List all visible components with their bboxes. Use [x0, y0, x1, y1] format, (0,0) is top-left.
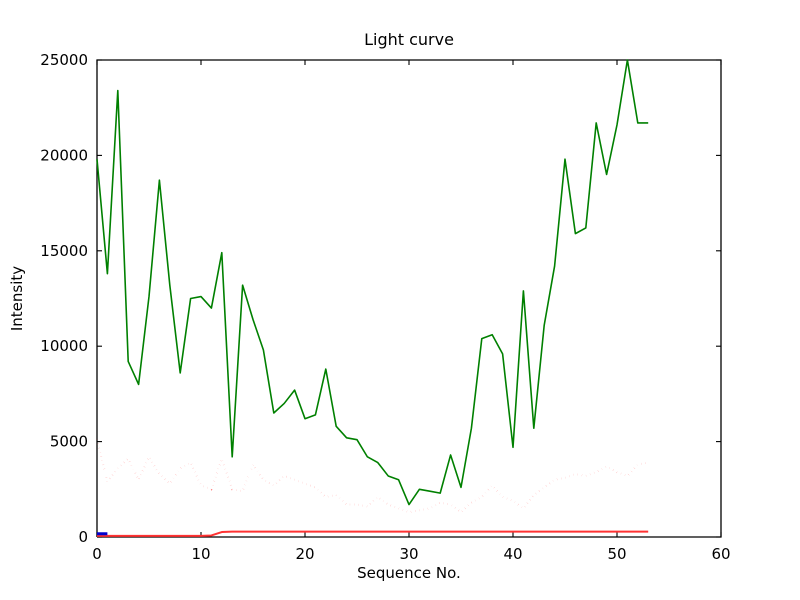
y-tick-label: 20000: [40, 146, 88, 164]
y-tick-label: 5000: [50, 433, 88, 451]
x-tick-label: 20: [295, 545, 314, 563]
series-red-solid-baseline: [97, 530, 649, 537]
chart-title: Light curve: [364, 30, 454, 49]
x-tick-label: 40: [503, 545, 522, 563]
data-series-group: [96, 59, 649, 537]
x-tick-label: 0: [92, 545, 102, 563]
x-tick-label: 60: [711, 545, 730, 563]
y-axis-title: Intensity: [8, 266, 26, 331]
x-tick-label: 30: [399, 545, 418, 563]
y-tick-label: 0: [78, 528, 88, 546]
x-tick-label: 10: [191, 545, 210, 563]
x-tick-label: 50: [607, 545, 626, 563]
axis-ticks: 0 10 20 30 40 50 60 0 5000 10000 15000 20000 25000: [40, 51, 730, 563]
axis-labels-group: Light curve Sequence No. Intensity: [8, 30, 461, 582]
y-tick-label: 10000: [40, 337, 88, 355]
series-green-curve: [96, 59, 649, 506]
y-tick-label: 25000: [40, 51, 88, 69]
y-tick-label: 15000: [40, 242, 88, 260]
x-axis-title: Sequence No.: [357, 564, 461, 582]
series-red-dotted-curve: [96, 439, 649, 514]
